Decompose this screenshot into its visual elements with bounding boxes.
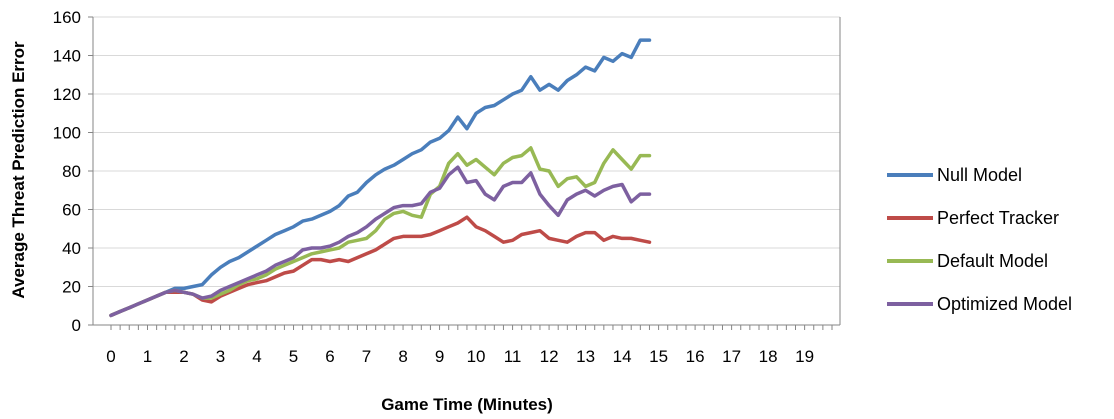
- x-tick-label: 19: [795, 347, 814, 366]
- x-tick-label: 1: [143, 347, 152, 366]
- series-line-perfect-tracker: [109, 215, 652, 318]
- series-lines: [109, 38, 652, 318]
- y-tick-label: 20: [62, 278, 81, 297]
- x-tick-label: 10: [467, 347, 486, 366]
- legend-label: Perfect Tracker: [937, 208, 1059, 228]
- x-tick-label: 3: [216, 347, 225, 366]
- legend-label: Null Model: [937, 165, 1022, 185]
- y-tick-label: 160: [53, 8, 81, 27]
- x-tick-label: 12: [540, 347, 559, 366]
- x-tick-label: 2: [179, 347, 188, 366]
- x-tick-label: 14: [613, 347, 632, 366]
- legend-label: Optimized Model: [937, 294, 1072, 314]
- series-line-null-model: [109, 38, 652, 318]
- gridlines: [88, 16, 841, 330]
- y-tick-label: 140: [53, 47, 81, 66]
- x-tick-label: 5: [289, 347, 298, 366]
- y-tick-label: 60: [62, 201, 81, 220]
- y-tick-label: 80: [62, 162, 81, 181]
- x-tick-label: 16: [686, 347, 705, 366]
- y-axis-title: Average Threat Prediction Error: [9, 41, 28, 299]
- x-tick-label: 4: [252, 347, 261, 366]
- x-tick-labels: 0 1 2 3 4 5 6 7 8 9 10 11 12 13 14 15 16 17 18 19: [106, 347, 814, 366]
- y-tick-label: 40: [62, 239, 81, 258]
- series-line-optimized-model: [109, 165, 652, 318]
- x-tick-label: 9: [435, 347, 444, 366]
- x-tick-label: 15: [649, 347, 668, 366]
- y-tick-label: 120: [53, 85, 81, 104]
- y-tick-labels: 0 20 40 60 80 100 120 140 160: [53, 8, 81, 335]
- legend-label: Default Model: [937, 251, 1048, 271]
- legend: Null Model Perfect Tracker Default Model Op…: [887, 165, 1072, 314]
- x-tick-label: 7: [362, 347, 371, 366]
- y-tick-label: 100: [53, 124, 81, 143]
- x-tick-label: 0: [106, 347, 115, 366]
- x-tick-label: 6: [325, 347, 334, 366]
- x-axis-title: Game Time (Minutes): [381, 395, 553, 414]
- x-tick-label: 11: [504, 347, 522, 366]
- y-tick-label: 0: [72, 316, 81, 335]
- x-tick-label: 18: [759, 347, 778, 366]
- x-tick-label: 17: [722, 347, 741, 366]
- x-tick-label: 13: [576, 347, 595, 366]
- x-tick-label: 8: [398, 347, 407, 366]
